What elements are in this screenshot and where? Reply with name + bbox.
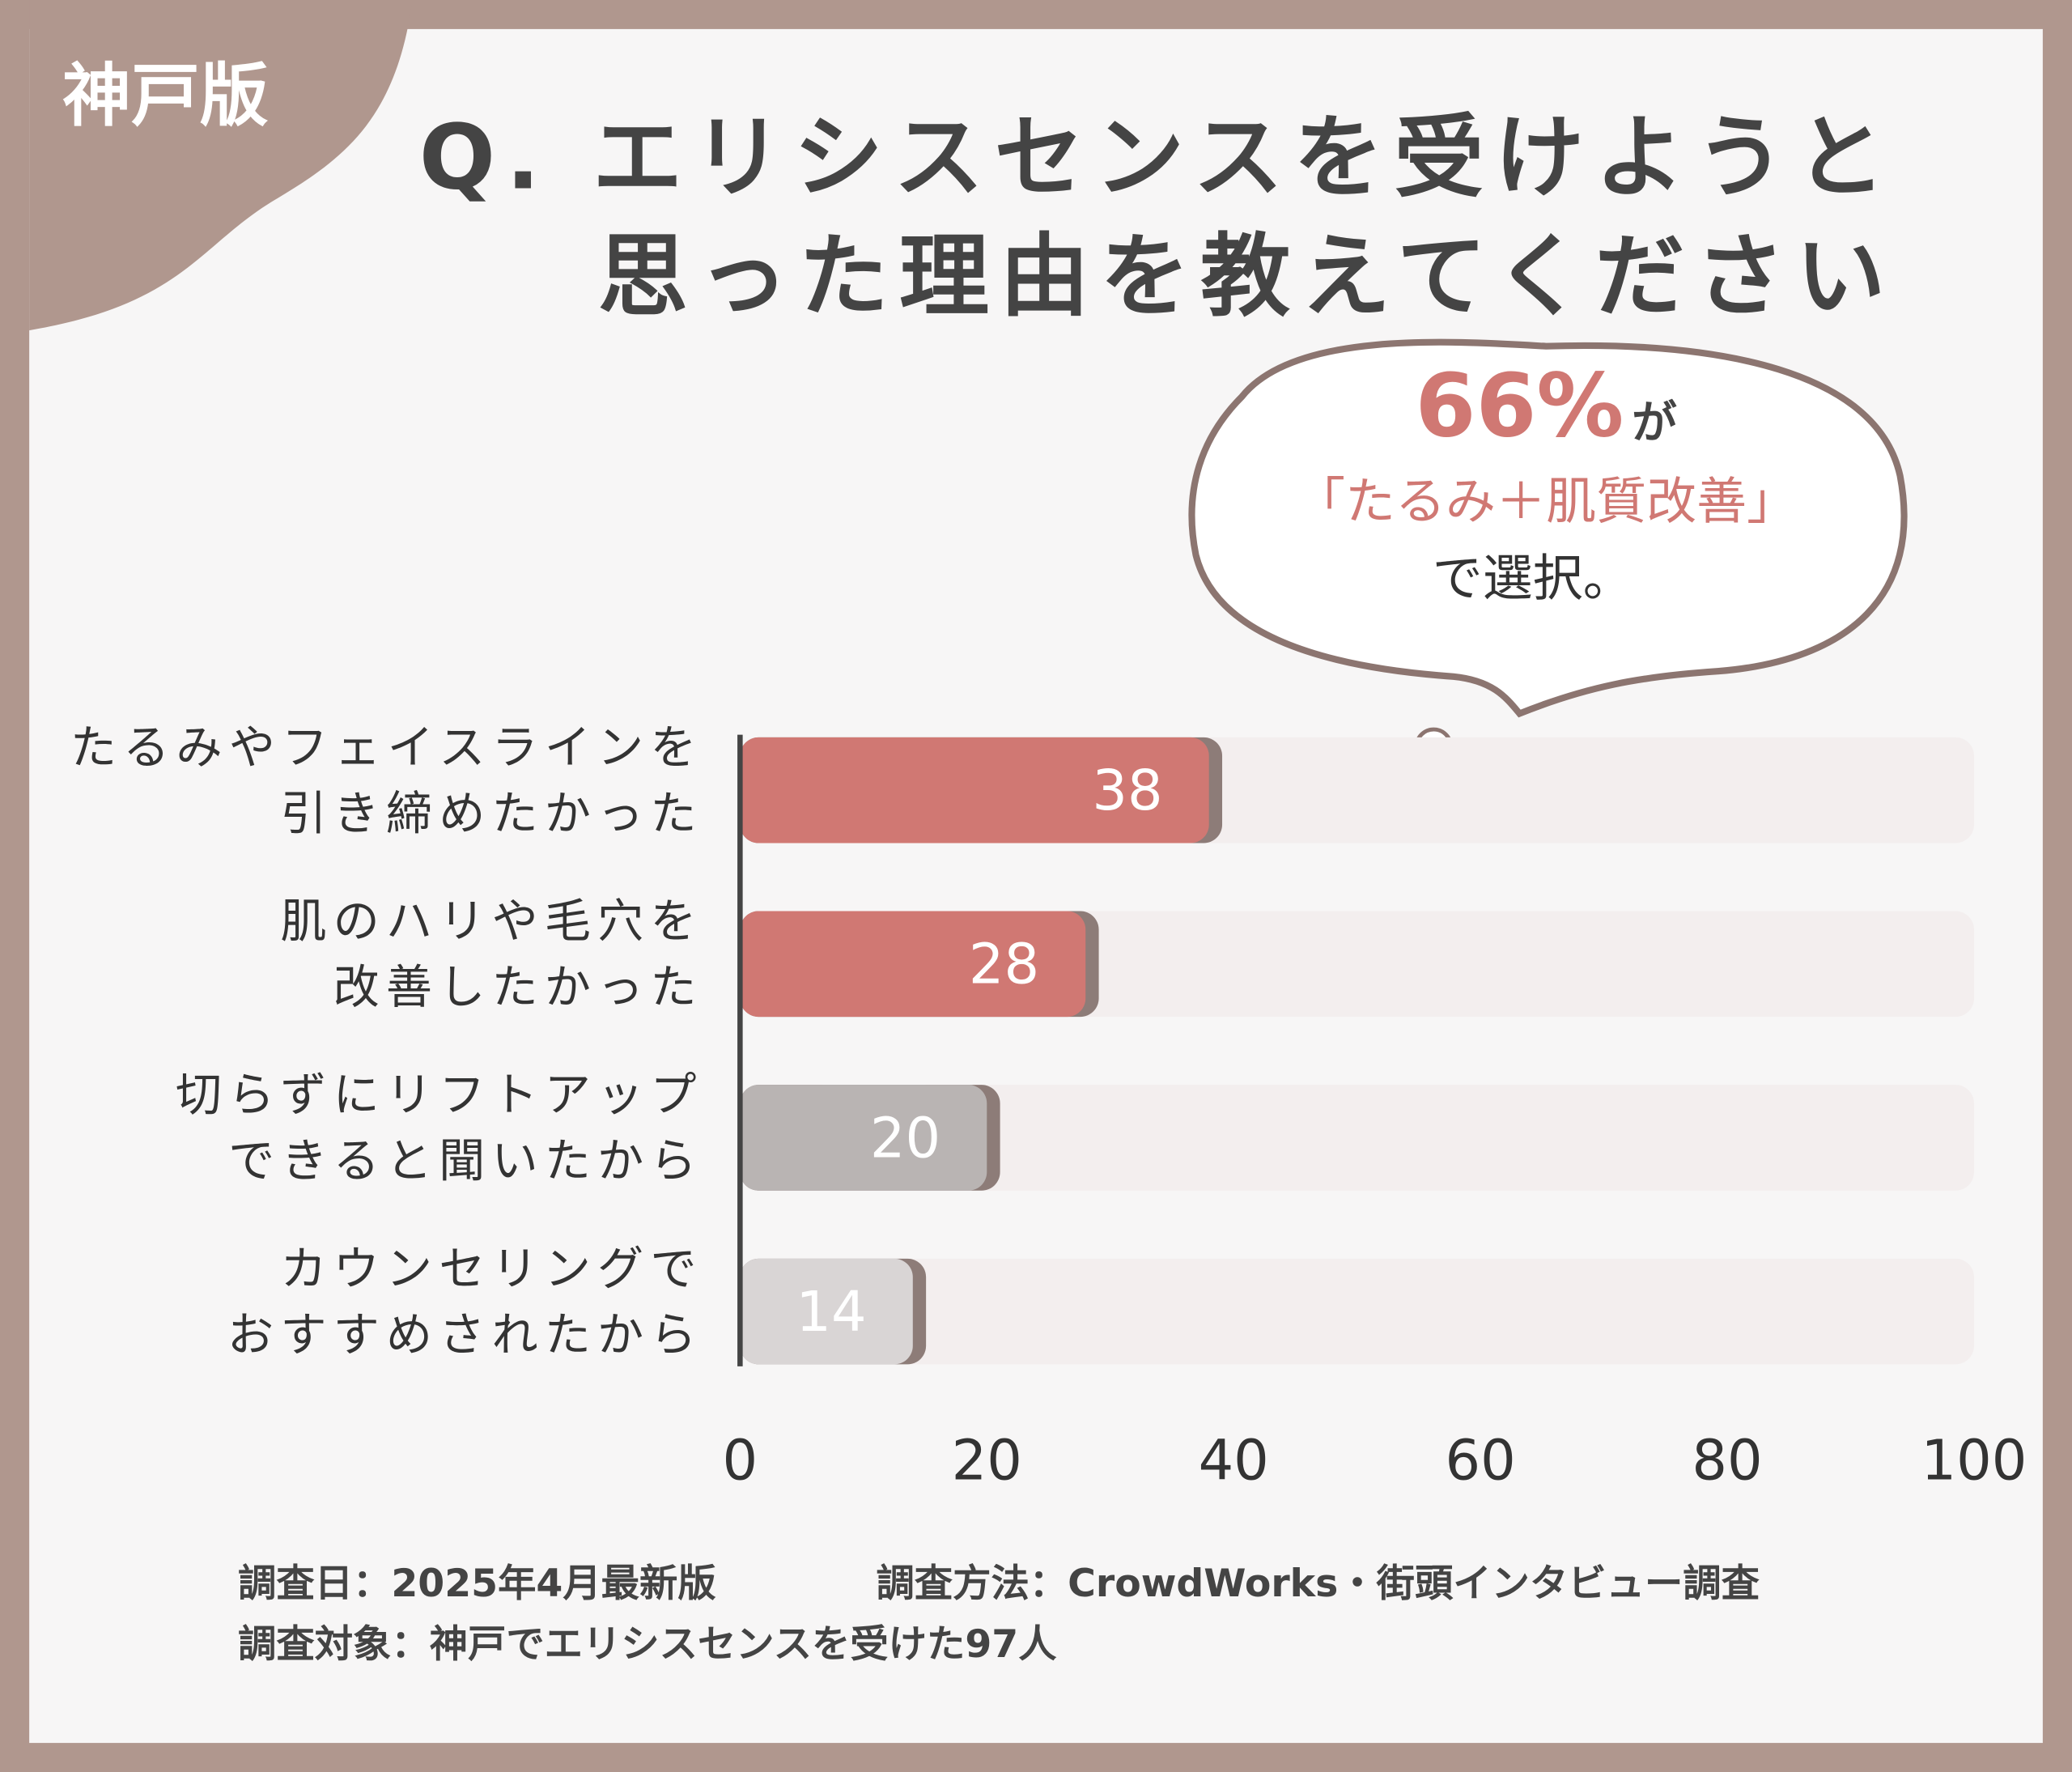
value-label: 20 xyxy=(870,1106,940,1171)
annotation-text: で選択。 xyxy=(1433,548,1633,607)
value-label: 28 xyxy=(969,933,1039,997)
title: 思った理由を教えてください xyxy=(598,225,1896,329)
category-label: 切らずにリフトアップ xyxy=(176,1069,703,1122)
tag: 神戸版 xyxy=(62,56,269,136)
bar xyxy=(740,1085,987,1191)
x-tick-label: 100 xyxy=(1921,1429,2027,1494)
note: 調査方法：CrowdWorks・街頭インタビュー調査 xyxy=(876,1562,1760,1606)
note: 調査対象：神戸でエリシスセンスを受けた97人 xyxy=(238,1622,1057,1667)
bar xyxy=(740,1258,913,1365)
bar-track xyxy=(740,1085,1974,1191)
annotation-text: 「たるみ＋肌質改善」 xyxy=(1295,472,1797,531)
bar xyxy=(740,911,1086,1018)
category-label: たるみやフェイスラインを xyxy=(70,721,703,775)
category-label: できると聞いたから xyxy=(228,1135,703,1188)
category-label: おすすめされたから xyxy=(227,1308,703,1362)
annotation-text: が xyxy=(1632,397,1677,449)
category-label: 改善したかった xyxy=(333,961,703,1014)
annotation-highlight: 66% xyxy=(1416,356,1624,457)
tag-shape xyxy=(0,0,413,331)
value-label: 38 xyxy=(1092,759,1162,823)
panel xyxy=(29,28,2043,1744)
category-label: 肌のハリや毛穴を xyxy=(280,894,703,948)
category-label: カウンセリングで xyxy=(280,1243,703,1296)
category-label: 引き締めたかった xyxy=(280,787,703,840)
value-label: 14 xyxy=(796,1280,866,1345)
bar-track xyxy=(740,1258,1974,1365)
bar xyxy=(740,737,1209,844)
x-tick-label: 80 xyxy=(1692,1429,1762,1494)
x-tick-label: 20 xyxy=(952,1429,1022,1494)
x-tick-label: 40 xyxy=(1199,1429,1269,1494)
x-tick-label: 60 xyxy=(1446,1429,1516,1494)
x-tick-label: 0 xyxy=(723,1429,758,1494)
title: Q. エリシスセンスを受けようと xyxy=(419,106,1896,210)
speech-bubble xyxy=(1188,338,1908,718)
note: 調査日：2025年4月最新版 xyxy=(238,1562,716,1606)
